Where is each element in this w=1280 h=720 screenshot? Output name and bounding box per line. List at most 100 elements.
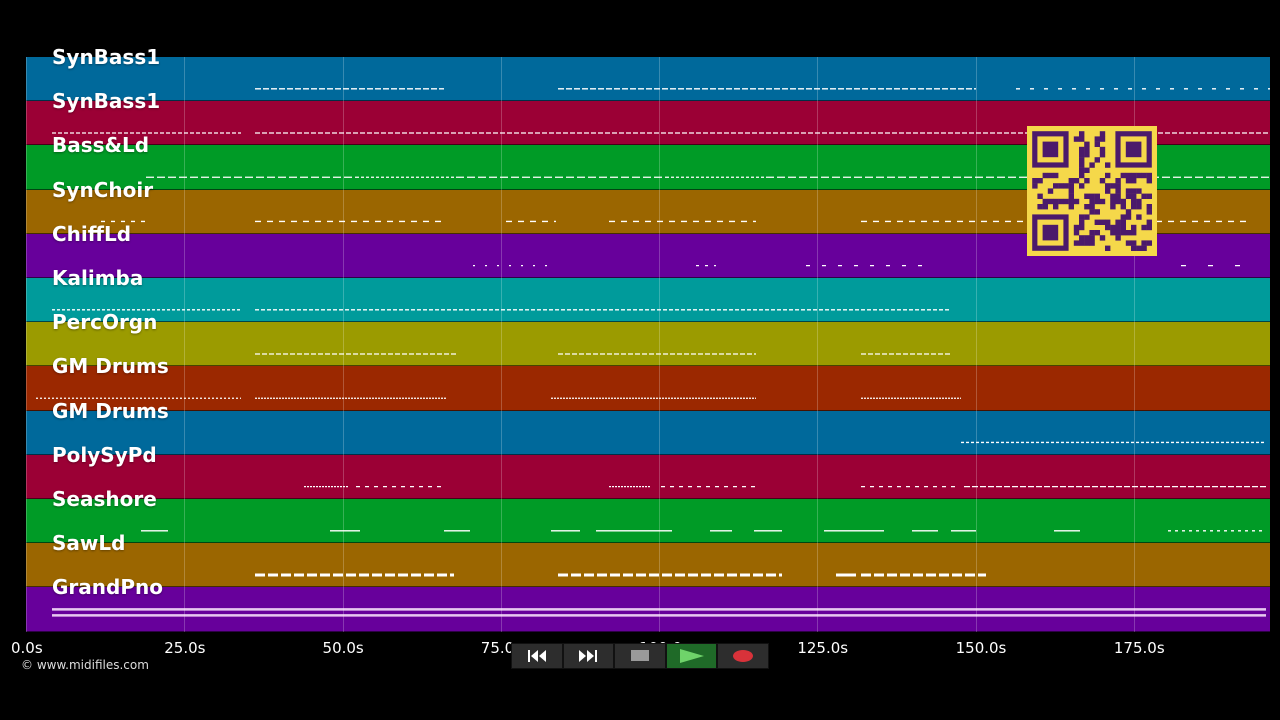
- track-label: Bass&Ld: [52, 133, 150, 158]
- qr-module: [1084, 204, 1090, 210]
- qr-module: [1094, 209, 1100, 215]
- play-button[interactable]: [665, 643, 718, 669]
- qr-module: [1115, 230, 1121, 236]
- qr-module: [1089, 230, 1095, 236]
- qr-code-icon[interactable]: [1027, 126, 1157, 256]
- qr-module: [1115, 178, 1121, 184]
- record-icon: [733, 650, 754, 662]
- qr-module: [1089, 198, 1095, 205]
- track-lane: [26, 278, 1270, 323]
- qr-module: [1131, 193, 1137, 199]
- qr-module: [1047, 198, 1054, 205]
- grid-line: [817, 57, 819, 632]
- qr-module: [1125, 178, 1132, 184]
- qr-module: [1079, 162, 1085, 168]
- qr-module: [1099, 198, 1106, 205]
- qr-module: [1053, 172, 1059, 179]
- qr-module: [1125, 209, 1132, 215]
- qr-module: [1131, 172, 1137, 179]
- qr-module: [1146, 204, 1152, 210]
- qr-module: [1079, 146, 1085, 153]
- qr-module: [1084, 152, 1090, 158]
- qr-module: [1125, 240, 1132, 246]
- qr-module: [1141, 172, 1147, 179]
- copyright-text: © www.midifiles.com: [21, 658, 149, 672]
- track-label: GM Drums: [52, 398, 169, 423]
- qr-module: [1131, 178, 1137, 184]
- grid-line: [500, 57, 502, 632]
- stop-button[interactable]: [614, 643, 666, 669]
- qr-module: [1089, 240, 1095, 246]
- qr-module: [1063, 198, 1069, 205]
- qr-module: [1146, 209, 1152, 215]
- qr-module: [1120, 219, 1126, 225]
- qr-module: [1136, 214, 1142, 220]
- qr-module: [1094, 219, 1100, 225]
- qr-module: [1068, 183, 1074, 189]
- qr-module: [1084, 141, 1090, 147]
- qr-module: [1125, 193, 1132, 199]
- qr-module: [1120, 214, 1126, 220]
- qr-module: [1079, 136, 1085, 142]
- qr-module: [1079, 240, 1085, 246]
- track-label: PolySyPd: [52, 442, 157, 467]
- qr-module: [1110, 193, 1116, 199]
- qr-module: [1141, 245, 1147, 251]
- qr-module: [1099, 131, 1106, 137]
- qr-module: [1094, 198, 1100, 205]
- qr-module: [1037, 193, 1043, 199]
- track-label: SynBass1: [52, 89, 161, 114]
- rewind-button[interactable]: [511, 643, 563, 669]
- qr-module: [1110, 224, 1116, 231]
- qr-module: [1115, 224, 1121, 231]
- qr-module: [1125, 230, 1132, 236]
- qr-module: [1146, 224, 1152, 231]
- notes-layer: [36, 88, 1270, 617]
- qr-module: [1073, 230, 1080, 236]
- qr-module: [1042, 224, 1059, 241]
- qr-module: [1099, 178, 1106, 184]
- qr-module: [1099, 235, 1106, 241]
- track-lane: [26, 454, 1270, 499]
- fast-forward-button[interactable]: [562, 643, 615, 669]
- qr-module: [1042, 198, 1048, 205]
- qr-module: [1131, 240, 1137, 246]
- track-label: Kalimba: [52, 266, 144, 290]
- qr-module: [1084, 240, 1090, 246]
- qr-module: [1053, 183, 1059, 189]
- time-tick-label: 25.0s: [164, 639, 206, 657]
- qr-module: [1032, 183, 1038, 189]
- qr-module: [1037, 178, 1043, 184]
- qr-module: [1079, 183, 1085, 189]
- qr-module: [1115, 198, 1121, 205]
- record-button[interactable]: [717, 643, 769, 669]
- qr-module: [1136, 188, 1142, 194]
- qr-module: [1120, 198, 1126, 205]
- track-label: Seashore: [52, 487, 157, 511]
- qr-module: [1105, 219, 1111, 225]
- grid-line: [26, 57, 27, 632]
- qr-module: [1131, 198, 1137, 205]
- qr-module: [1037, 204, 1043, 210]
- qr-module: [1099, 146, 1106, 153]
- qr-module: [1146, 219, 1152, 225]
- qr-module: [1068, 188, 1074, 194]
- qr-module: [1131, 245, 1137, 251]
- qr-module: [1047, 188, 1054, 194]
- track-label: SawLd: [52, 531, 126, 556]
- qr-module: [1084, 193, 1090, 199]
- grid-line: [975, 57, 977, 632]
- qr-module: [1131, 188, 1137, 194]
- qr-module: [1042, 141, 1059, 158]
- qr-module: [1053, 204, 1059, 210]
- qr-module: [1105, 183, 1111, 189]
- track-label: GM Drums: [52, 354, 169, 379]
- rewind-icon: [527, 650, 546, 662]
- qr-module: [1068, 204, 1074, 210]
- qr-module: [1105, 162, 1111, 168]
- stop-icon: [630, 650, 649, 661]
- track-lane: [26, 410, 1270, 455]
- qr-module: [1058, 198, 1064, 205]
- qr-module: [1089, 204, 1095, 210]
- track-lane: [26, 322, 1270, 367]
